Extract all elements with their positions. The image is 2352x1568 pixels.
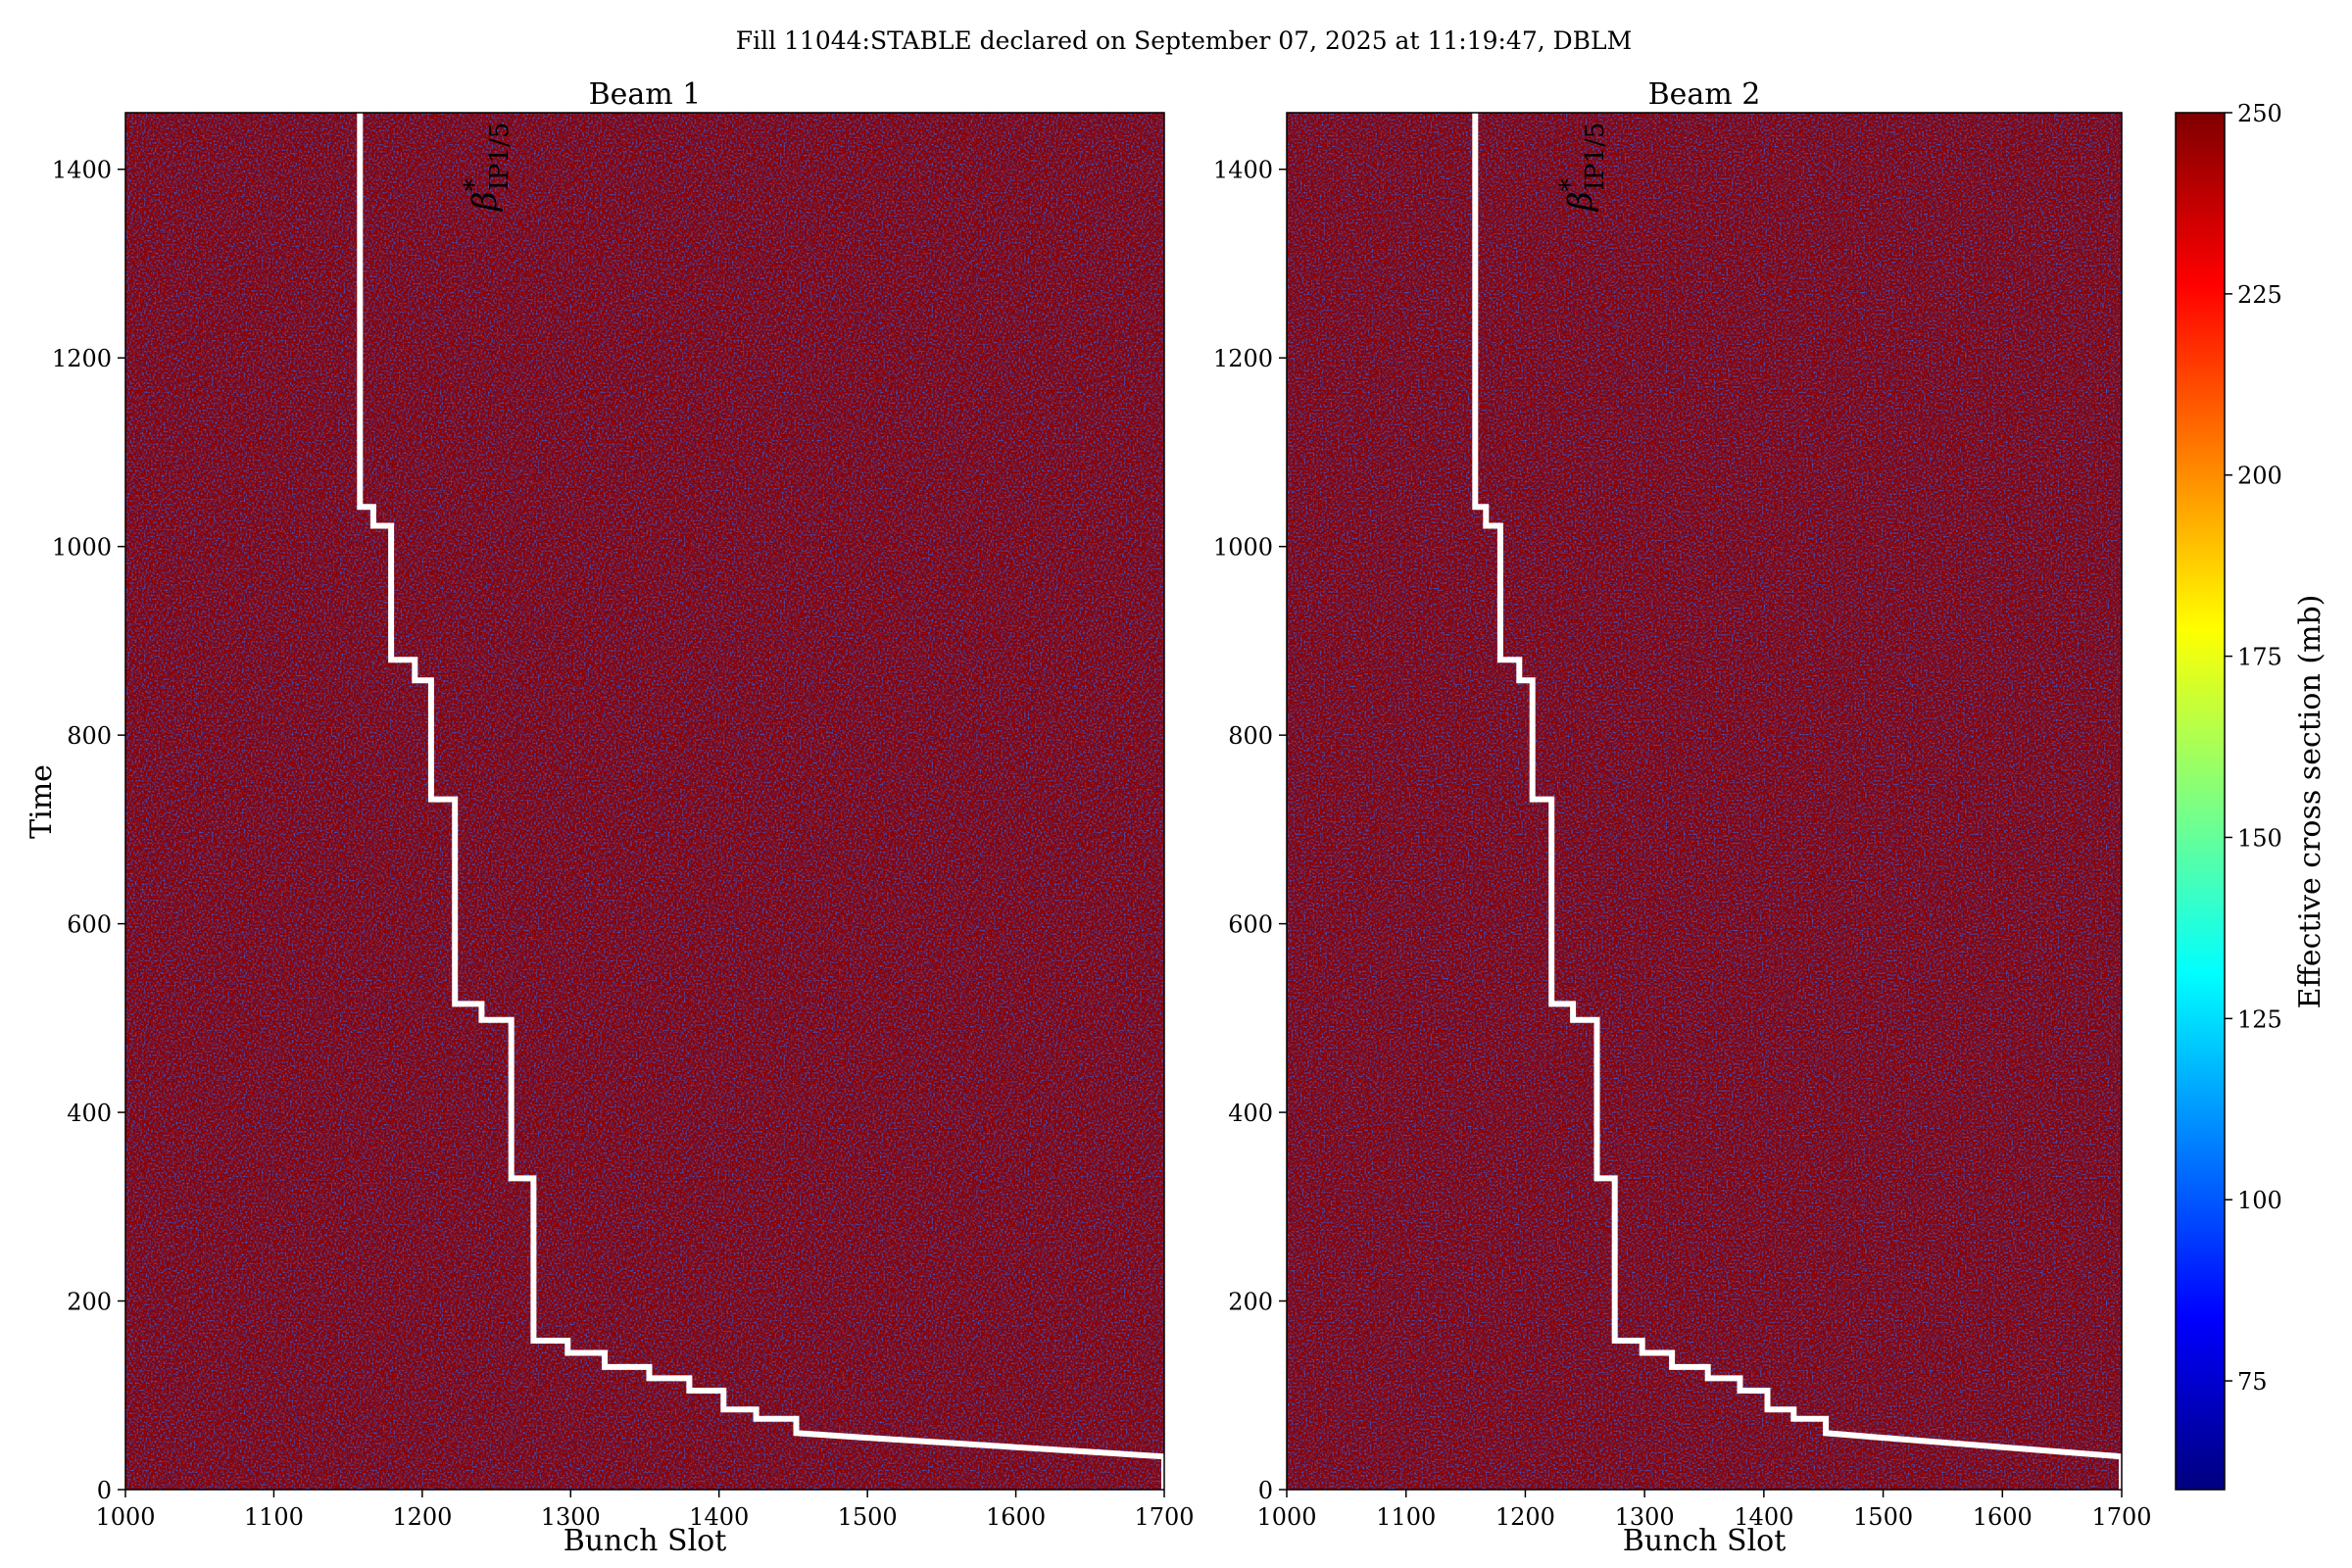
- beam-2-heatmap-noise: [1287, 113, 2122, 1490]
- y-tick-label: 1200: [52, 345, 112, 372]
- annotation-superscript: *: [1555, 178, 1585, 191]
- figure-suptitle: Fill 11044:STABLE declared on September …: [736, 26, 1633, 55]
- beam-1-axes-frame: [124, 112, 1165, 1491]
- x-tick-label: 1600: [986, 1503, 1046, 1531]
- y-tick-label: 200: [1228, 1289, 1273, 1316]
- colorbar: 75 100 125 150 175 200 225 250 Effective cross …: [2175, 100, 2328, 1491]
- beam-2-y-ticks: 0 200 400 600 800 1000 1200 1400: [1213, 157, 1287, 1504]
- x-tick-label: 1300: [541, 1503, 601, 1531]
- colorbar-tick-label: 150: [2237, 824, 2282, 852]
- beam-2-axes-frame: [1286, 112, 2123, 1491]
- y-tick-label: 600: [1228, 911, 1273, 939]
- x-tick-label: 1200: [392, 1503, 452, 1531]
- annotation-subscript: IP1/5: [1581, 122, 1610, 191]
- beam-1-panel: β*IP1/5 1000 1100 1200 1300 1400 1500 1600 1700…: [24, 77, 1195, 1558]
- y-tick-label: 0: [97, 1477, 112, 1504]
- beam-1-y-ticks: 0 200 400 600 800 1000 1200 1400: [52, 157, 125, 1504]
- x-tick-label: 1700: [1134, 1503, 1194, 1531]
- colorbar-tick-label: 200: [2237, 463, 2282, 490]
- colorbar-gradient: [2176, 113, 2225, 1490]
- beam-1-y-axis-label: Time: [24, 764, 59, 839]
- y-tick-label: 800: [67, 722, 112, 750]
- colorbar-tick-label: 75: [2237, 1368, 2268, 1396]
- colorbar-tick-label: 250: [2237, 100, 2282, 127]
- y-tick-label: 1400: [52, 157, 112, 184]
- colorbar-tick-label: 100: [2237, 1187, 2282, 1214]
- beam-2-title: Beam 2: [1648, 77, 1761, 112]
- annotation-base: β: [1561, 191, 1600, 213]
- beam-1-heatmap-noise: [125, 113, 1164, 1490]
- beam-2-beta-star-line: [1472, 113, 2125, 1490]
- x-tick-label: 1500: [1853, 1503, 1913, 1531]
- y-tick-label: 1000: [1213, 534, 1273, 562]
- annotation-subscript: IP1/5: [485, 122, 514, 191]
- y-tick-label: 0: [1258, 1477, 1273, 1504]
- beam-2-beta-star-annotation: β*IP1/5: [1555, 122, 1610, 213]
- colorbar-tick-label: 175: [2237, 644, 2282, 671]
- y-tick-label: 400: [67, 1100, 112, 1127]
- colorbar-label: Effective cross section (mb): [2293, 595, 2328, 1009]
- beam-1-beta-star-line: [357, 113, 1167, 1490]
- x-tick-label: 1400: [689, 1503, 749, 1531]
- colorbar-frame: [2175, 112, 2226, 1491]
- x-tick-label: 1600: [1973, 1503, 2033, 1531]
- y-tick-label: 1200: [1213, 345, 1273, 372]
- beam-1-x-axis-label: Bunch Slot: [564, 1524, 727, 1558]
- beam-1-x-ticks: 1000 1100 1200 1300 1400 1500 1600 1700: [95, 1490, 1195, 1531]
- x-tick-label: 1100: [244, 1503, 304, 1531]
- x-tick-label: 1000: [95, 1503, 155, 1531]
- colorbar-tick-label: 225: [2237, 281, 2282, 309]
- x-tick-label: 1400: [1734, 1503, 1793, 1531]
- y-tick-label: 800: [1228, 722, 1273, 750]
- x-tick-label: 1300: [1615, 1503, 1675, 1531]
- y-tick-label: 200: [67, 1289, 112, 1316]
- colorbar-ticks: 75 100 125 150 175 200 225 250: [2225, 100, 2282, 1396]
- y-tick-label: 400: [1228, 1100, 1273, 1127]
- x-tick-label: 1500: [838, 1503, 898, 1531]
- colorbar-tick-label: 125: [2237, 1005, 2282, 1033]
- x-tick-label: 1100: [1376, 1503, 1436, 1531]
- annotation-base: β: [466, 191, 505, 213]
- y-tick-label: 1000: [52, 534, 112, 562]
- x-tick-label: 1000: [1256, 1503, 1316, 1531]
- x-tick-label: 1700: [2091, 1503, 2151, 1531]
- beam-2-x-axis-label: Bunch Slot: [1623, 1524, 1787, 1558]
- y-tick-label: 600: [67, 911, 112, 939]
- beam-2-x-ticks: 1000 1100 1200 1300 1400 1500 1600 1700: [1256, 1490, 2152, 1531]
- beam-2-panel: β*IP1/5 1000 1100 1200 1300 1400 1500 1600 1700…: [1213, 77, 2152, 1558]
- beam-1-title: Beam 1: [589, 77, 702, 112]
- beam-1-beta-star-annotation: β*IP1/5: [460, 122, 514, 213]
- annotation-superscript: *: [460, 178, 489, 191]
- x-tick-label: 1200: [1495, 1503, 1555, 1531]
- y-tick-label: 1400: [1213, 157, 1273, 184]
